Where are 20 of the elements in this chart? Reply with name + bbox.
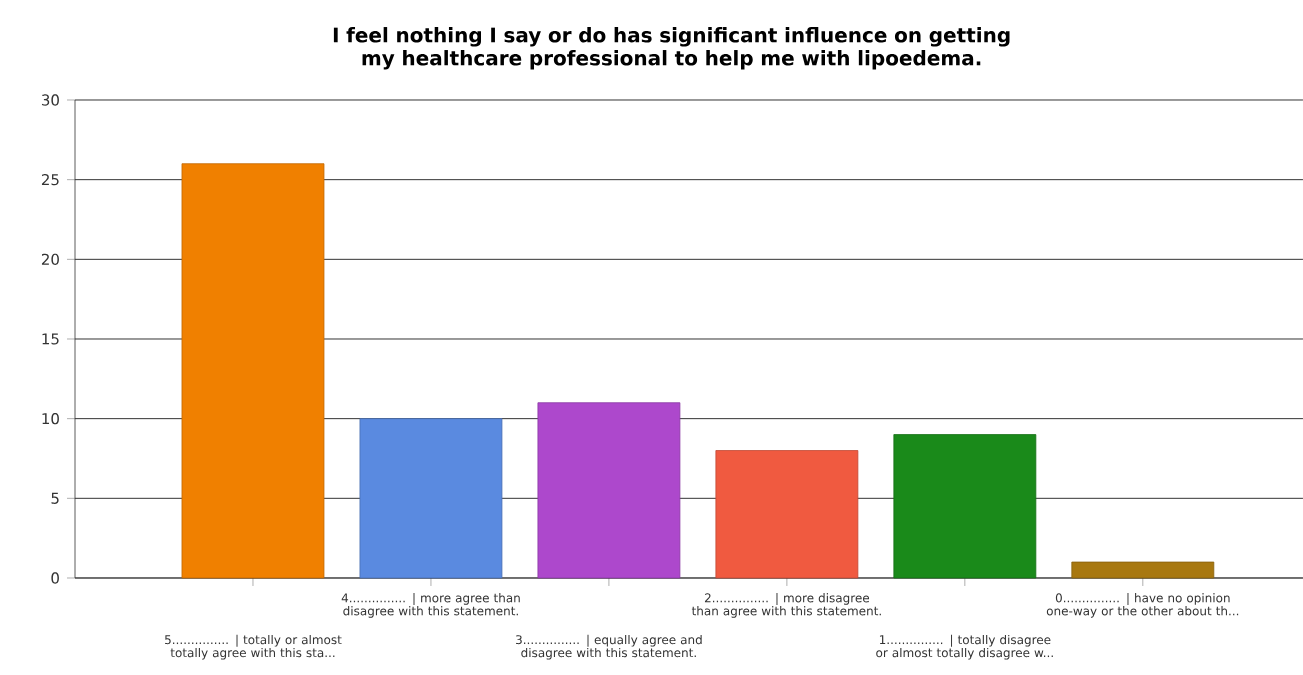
x-tick-label: 0............... | have no opinion one-way or the other about th... [1046,593,1239,618]
y-tick-label: 10 [42,412,59,425]
x-tick-label: 2............... | more disagree than agree with this statement. [691,593,881,618]
x-tick-label: 1............... | totally disagree or almost totally disagree w... [876,634,1053,660]
y-tick-label: 20 [41,253,59,266]
bar [537,402,681,579]
bar [1071,561,1215,579]
y-tick-label: 25 [41,173,59,186]
y-tick-label: 5 [51,492,59,504]
bar [359,418,503,579]
x-tick-label: 4............... | more agree than disagree with this statement. [341,593,520,618]
x-tick-label: 5............... | totally or almost totally agree with this sta... [165,634,342,660]
y-tick-label: 0 [51,572,59,584]
y-tick-label: 15 [42,333,59,345]
chart-title: I feel nothing I say or do has significant influence on getting my healthcare professional to help me with lipoedema. [333,27,1010,70]
bar [715,450,859,579]
bar [893,434,1037,579]
x-tick-label: 3............... | equally agree and disagree with this statement. [516,634,702,660]
bar [181,163,325,579]
y-tick-label: 30 [41,94,59,106]
